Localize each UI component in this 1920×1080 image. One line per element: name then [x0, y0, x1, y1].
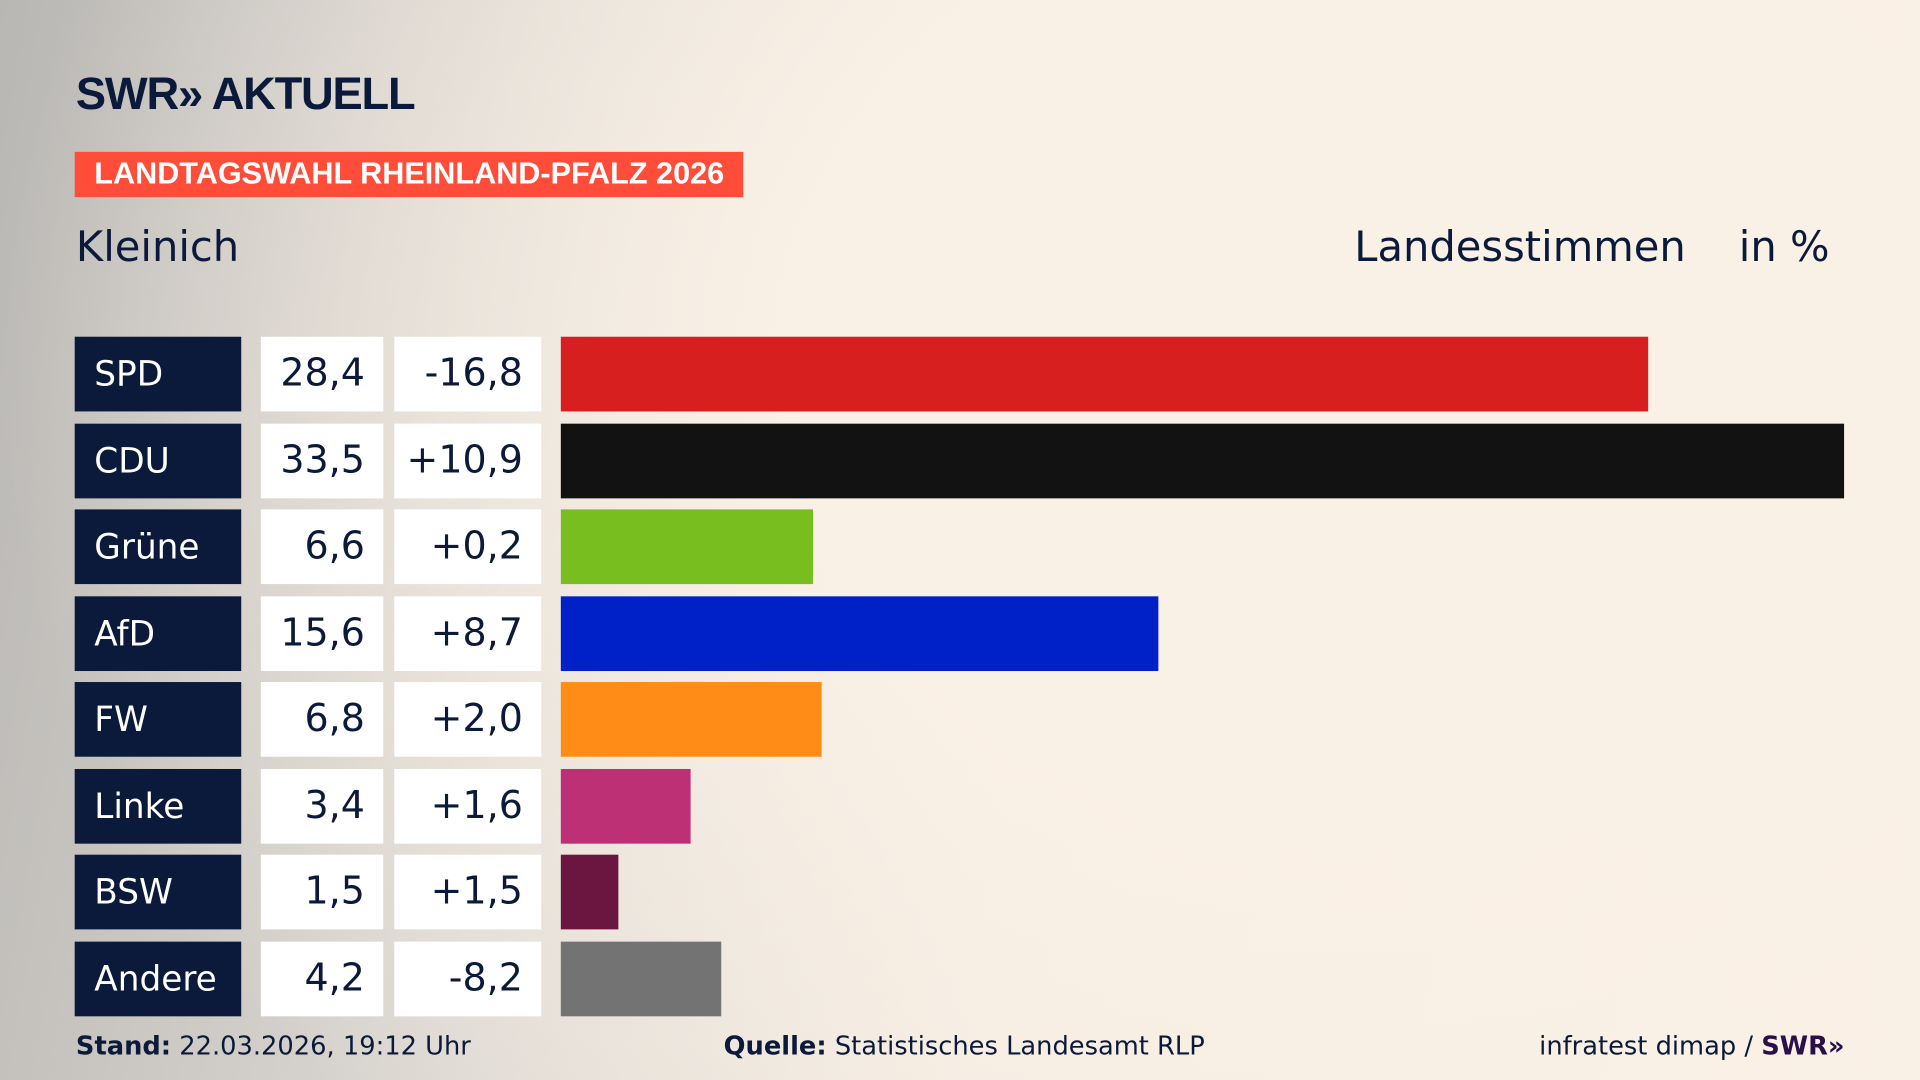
diff-label: +0,2	[394, 509, 542, 585]
value-label: 33,5	[260, 423, 384, 498]
source: Quelle: Statistisches Landesamt RLP	[724, 1031, 1205, 1060]
party-label: Linke	[74, 768, 242, 844]
value-label: 6,8	[260, 682, 384, 757]
place-name: Kleinich	[75, 222, 240, 272]
measure-label: Landesstimmen	[1354, 222, 1686, 272]
swr-logo: SWR»	[1761, 1031, 1845, 1061]
value-label: 15,6	[260, 595, 384, 671]
diff-label: +2,0	[394, 682, 542, 757]
election-tag: LANDTAGSWAHL RHEINLAND-PFALZ 2026	[74, 151, 744, 198]
bar-linke	[560, 768, 692, 844]
stand-value: 22.03.2026, 19:12 Uhr	[179, 1031, 471, 1061]
source-label: Quelle:	[723, 1031, 827, 1061]
credit-text: infratest dimap /	[1539, 1031, 1754, 1061]
bar-cdu	[560, 423, 1845, 498]
swr-aktuell-logo: SWR» AKTUELL	[75, 68, 416, 119]
timestamp: Stand: 22.03.2026, 19:12 Uhr	[76, 1031, 471, 1060]
stand-label: Stand:	[75, 1031, 172, 1061]
party-label: Grüne	[74, 509, 242, 585]
value-label: 3,4	[260, 768, 384, 844]
credit: infratest dimap / SWR»	[1539, 1031, 1844, 1060]
diff-label: +1,6	[394, 768, 542, 844]
value-label: 4,2	[260, 941, 384, 1016]
value-label: 6,6	[260, 509, 384, 585]
diff-label: +8,7	[394, 595, 542, 671]
party-label: Andere	[74, 941, 242, 1016]
bar-grüne	[560, 509, 814, 585]
bar-afd	[560, 595, 1159, 671]
party-label: SPD	[74, 336, 242, 412]
value-label: 1,5	[260, 854, 384, 930]
bar-andere	[560, 941, 722, 1016]
diff-label: -8,2	[394, 941, 542, 1016]
bar-spd	[560, 336, 1649, 412]
party-label: BSW	[74, 854, 242, 930]
diff-label: +10,9	[394, 423, 542, 498]
party-label: AfD	[74, 595, 242, 671]
unit-label: in %	[1738, 222, 1830, 272]
party-label: FW	[74, 682, 242, 757]
value-label: 28,4	[260, 336, 384, 412]
diff-label: +1,5	[394, 854, 542, 930]
party-label: CDU	[74, 423, 242, 498]
bar-fw	[560, 682, 822, 757]
source-value: Statistisches Landesamt RLP	[834, 1031, 1205, 1061]
bar-bsw	[560, 854, 619, 930]
diff-label: -16,8	[394, 336, 542, 412]
